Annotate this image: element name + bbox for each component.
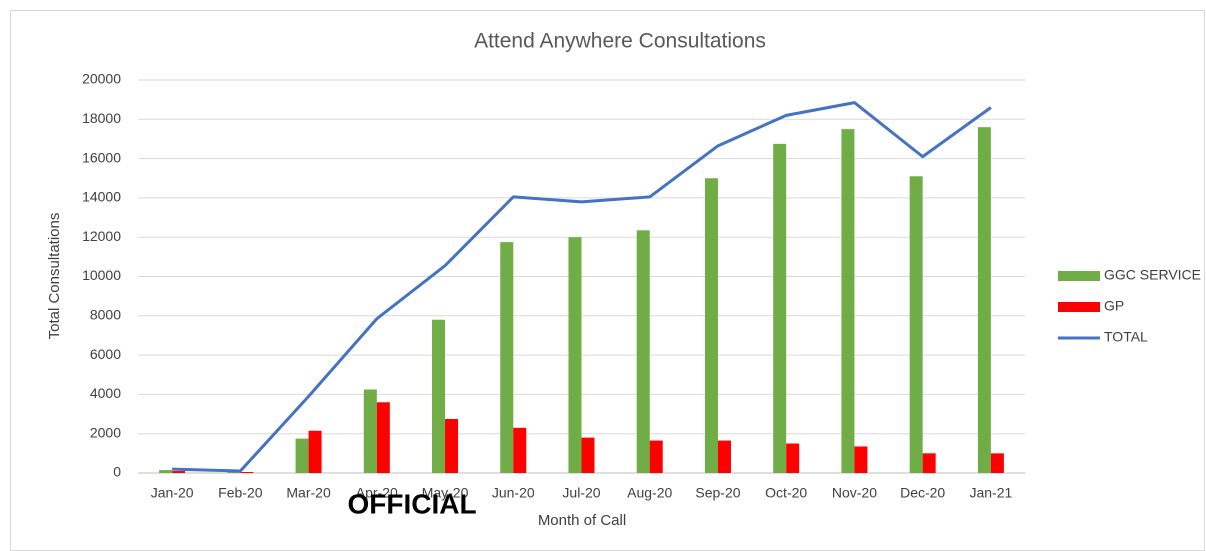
bar [159,470,173,473]
bar [717,440,731,473]
x-tick-label: Oct-20 [765,485,807,501]
bar [581,437,595,473]
legend-label: GP [1104,298,1124,314]
bar [227,472,241,473]
x-tick-label: Feb-20 [218,485,263,501]
y-tick-label: 4000 [90,385,121,401]
x-tick-label: Jan-21 [969,485,1012,501]
bar [240,472,254,473]
x-tick-label: Dec-20 [900,485,945,501]
y-tick-label: 16000 [82,149,121,165]
y-tick-label: 6000 [90,346,121,362]
legend-swatch [1058,302,1100,312]
x-tick-label: Jul-20 [562,485,600,501]
x-axis-title: Month of Call [538,512,626,529]
x-tick-label: Sep-20 [695,485,740,501]
bar [854,446,868,473]
y-tick-label: 20000 [82,71,121,87]
legend-label: TOTAL [1104,329,1148,345]
y-tick-label: 2000 [90,424,121,440]
y-tick-label: 12000 [82,228,121,244]
x-tick-label: Apr-20 [356,485,398,501]
bar [773,143,787,474]
bar [295,438,309,473]
bar [786,443,800,473]
x-tick-label: Jan-20 [151,485,194,501]
bar [841,129,855,473]
legend-swatch [1058,271,1100,281]
bar [172,471,186,473]
bar [568,237,582,473]
bar [363,389,377,473]
bar [376,402,390,473]
bar [500,242,514,473]
x-tick-label: Mar-20 [286,485,331,501]
bar [636,230,650,473]
bar [909,176,923,473]
line [172,101,992,473]
watermark: OFFICIAL [347,488,476,519]
bar [922,453,936,473]
bar [308,430,322,473]
y-tick-label: 8000 [90,307,121,323]
y-tick-label: 14000 [82,189,121,205]
x-tick-label: May-20 [422,485,469,501]
bar [513,427,527,473]
chart-title: Attend Anywhere Consultations [474,30,766,53]
bar [445,418,459,473]
y-tick-label: 10000 [82,267,121,283]
bar [704,178,718,473]
chart-frame [10,10,1205,551]
y-tick-label: 18000 [82,110,121,126]
x-tick-label: Nov-20 [832,485,877,501]
legend-label: GGC SERVICE [1104,267,1201,283]
bar [649,440,663,473]
y-axis-title: Total Consultations [46,213,63,340]
bar [977,127,991,473]
x-tick-label: Jun-20 [492,485,535,501]
y-tick-label: 0 [113,464,121,480]
bar [990,453,1004,473]
bar [432,319,446,473]
x-tick-label: Aug-20 [627,485,672,501]
